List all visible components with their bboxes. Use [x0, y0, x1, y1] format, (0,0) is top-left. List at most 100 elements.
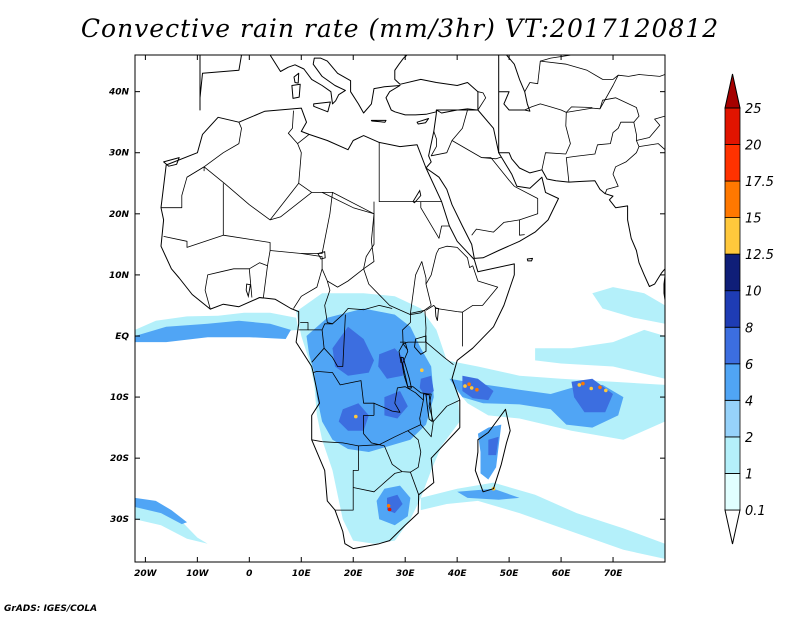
country-border-41: [363, 213, 375, 270]
rain-layer: [135, 287, 665, 559]
country-border-31: [433, 399, 460, 422]
rain-extreme-dot-8: [604, 388, 608, 393]
country-border-54: [524, 60, 665, 92]
colorbar-segment-0: [724, 473, 741, 511]
x-tick-label: 0: [246, 569, 252, 579]
software-credit: GrADS: IGES/COLA: [4, 604, 98, 614]
rain-extreme-dot-0: [463, 384, 467, 388]
country-border-12: [297, 134, 312, 193]
x-tick-label: 10W: [186, 569, 210, 579]
country-border-40: [420, 201, 450, 239]
x-tick-label: 70E: [604, 569, 624, 579]
country-border-33: [400, 341, 429, 395]
y-tick-label: 30N: [109, 149, 130, 159]
country-border-6: [248, 268, 253, 298]
rain-extreme-dot-2: [469, 386, 474, 390]
country-border-28: [353, 471, 403, 493]
coastline-sardinia: [291, 83, 301, 99]
y-tick-label: 40N: [108, 88, 130, 98]
country-border-35: [402, 343, 409, 351]
colorbar-label: 1: [745, 468, 753, 483]
x-tick-label: 60E: [552, 569, 572, 579]
country-border-19: [298, 322, 309, 331]
colorbar-segment-8: [724, 180, 741, 219]
colorbar-label: 4: [745, 394, 753, 409]
rain-light-area-4: [135, 500, 208, 544]
rain-heavy-area-2: [338, 403, 369, 431]
lake-lake-volta: [245, 283, 251, 299]
coastline-canaries: [163, 157, 180, 167]
rain-extreme-dot-6: [589, 386, 593, 391]
coastline-madagascar: [474, 408, 511, 493]
x-tick-label: 30E: [396, 569, 416, 579]
colorbar-label: 15: [745, 212, 762, 227]
rain-extreme-dot-1: [467, 382, 471, 387]
rain-extreme-dot-3: [475, 387, 479, 392]
colorbar-segment-10: [724, 107, 741, 145]
country-border-47: [471, 219, 520, 236]
rain-extreme-dot-9: [387, 507, 392, 512]
country-border-45: [481, 157, 515, 187]
rain-moderate-area-6: [457, 488, 520, 500]
country-border-53: [524, 103, 567, 113]
colorbar-label: 10: [745, 285, 762, 300]
coastline-europe-south: [199, 55, 479, 116]
rain-extreme-dot-12: [420, 368, 424, 373]
colorbar-segment-5: [724, 290, 741, 328]
x-tick-label: 40E: [447, 569, 468, 579]
lake-lake-nasser: [412, 189, 422, 204]
country-border-50: [604, 122, 640, 194]
colorbar-top-arrow: [724, 73, 741, 109]
country-border-44: [451, 140, 502, 160]
colorbar-segment-2: [724, 399, 741, 438]
border-layer: [161, 55, 665, 511]
rain-light-area-6: [592, 287, 665, 324]
rain-extreme-dot-7: [598, 385, 602, 390]
country-border-2: [203, 122, 242, 168]
colorbar-label: 12.5: [745, 248, 774, 263]
country-border-30: [420, 393, 434, 438]
coastline-crete: [370, 119, 387, 123]
rain-extreme-dot-5: [581, 381, 585, 386]
coastline-layer: [160, 55, 665, 550]
coastline-iran-asia: [498, 55, 665, 287]
coastline-corsica: [293, 72, 300, 84]
country-border-49: [541, 97, 640, 183]
country-border-0: [161, 166, 205, 209]
colorbar-segment-3: [724, 363, 741, 401]
country-border-32: [407, 430, 422, 473]
lake-lake-victoria: [414, 335, 427, 355]
x-tick-label: 20W: [134, 569, 158, 579]
country-border-56: [599, 75, 619, 109]
country-border-26: [335, 445, 359, 511]
x-tick-label: 10E: [292, 569, 312, 579]
plot-frame: [134, 54, 666, 563]
lake-lake-malawi: [425, 394, 433, 423]
rain-heavy-area-4: [462, 375, 494, 401]
country-border-48: [457, 91, 487, 111]
chart-title: Convective rain rate (mm/3hr) VT:2017120…: [80, 14, 720, 43]
rain-heavy-area-6: [419, 375, 434, 398]
coastline-cyprus: [416, 118, 430, 125]
rain-moderate-area-0: [135, 320, 291, 343]
colorbar-label: 17.5: [745, 175, 774, 190]
y-tick-label: EQ: [115, 332, 129, 342]
country-border-14: [287, 110, 298, 144]
colorbar-label: 25: [745, 102, 762, 117]
country-border-3: [203, 166, 312, 221]
colorbar-label: 2: [745, 431, 753, 446]
colorbar-segment-4: [724, 326, 741, 365]
rain-moderate-area-5: [135, 497, 187, 525]
country-border-23: [313, 370, 375, 416]
country-border-1: [186, 166, 205, 178]
country-border-20: [308, 323, 333, 331]
colorbar-segment-1: [724, 436, 741, 474]
colorbar-segment-9: [724, 144, 741, 182]
colorbar: 0.1 1 2 4 6 8 10 12.5 15 17.5 20 25: [724, 73, 774, 545]
coastline-socotra: [526, 257, 533, 262]
y-tick-label: 10S: [110, 393, 129, 403]
country-border-10: [311, 191, 432, 316]
country-border-51: [636, 115, 665, 141]
rain-heavy-area-1: [378, 348, 406, 379]
